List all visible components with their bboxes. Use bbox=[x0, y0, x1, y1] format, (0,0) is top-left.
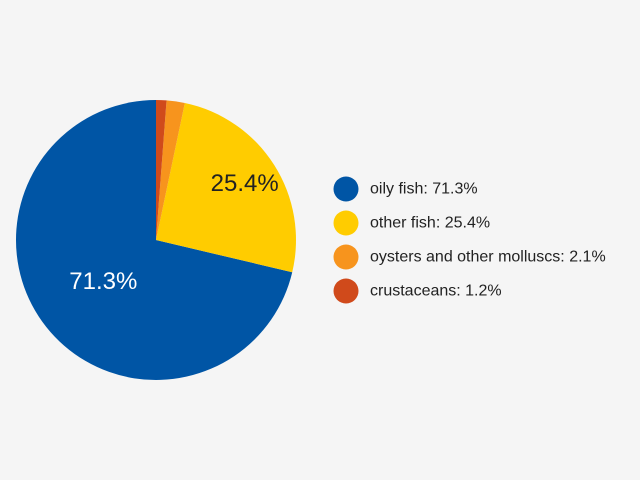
legend-label-crustaceans: crustaceans: 1.2% bbox=[370, 283, 502, 300]
pie-slice-oily-fish bbox=[15, 100, 293, 380]
legend-swatch-oily-fish bbox=[333, 176, 359, 202]
data-label-oily-fish: 71.3% bbox=[69, 268, 137, 295]
legend-label-oysters-and-other-molluscs: oysters and other molluscs: 2.1% bbox=[370, 249, 606, 266]
legend: oily fish: 71.3% other fish: 25.4% oysters… bbox=[333, 176, 606, 304]
legend-swatch-crustaceans bbox=[333, 278, 359, 304]
pie-slice-other-fish bbox=[156, 103, 296, 273]
data-label-other-fish: 25.4% bbox=[211, 170, 279, 197]
pie-slice-oysters-and-other-molluscs bbox=[156, 100, 185, 241]
pie-slice-crustaceans bbox=[156, 100, 167, 240]
legend-swatch-other-fish bbox=[333, 210, 359, 236]
legend-label-oily-fish: oily fish: 71.3% bbox=[370, 181, 478, 198]
pie-data-labels: 71.3% 25.4% bbox=[69, 170, 278, 295]
pie-slices bbox=[15, 100, 296, 380]
legend-swatch-oysters-and-other-molluscs bbox=[333, 244, 359, 270]
legend-label-other-fish: other fish: 25.4% bbox=[370, 215, 490, 232]
